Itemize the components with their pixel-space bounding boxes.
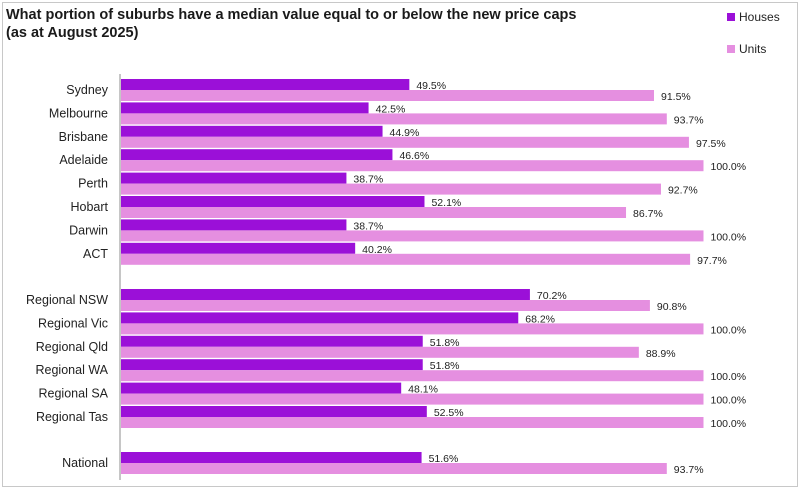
bar-units-regional-qld xyxy=(121,346,639,358)
data-label-houses-regional-sa: 48.1% xyxy=(408,384,438,396)
data-label-houses-national: 51.6% xyxy=(429,453,459,465)
data-label-units-darwin: 100.0% xyxy=(711,231,747,243)
bar-houses-regional-nsw xyxy=(121,289,530,300)
data-label-houses-regional-vic: 68.2% xyxy=(525,313,555,325)
bar-units-sydney xyxy=(121,90,654,101)
bar-houses-adelaide xyxy=(121,149,393,161)
category-label-adelaide: Adelaide xyxy=(59,153,108,167)
bar-houses-brisbane xyxy=(121,125,383,137)
data-label-units-act: 97.7% xyxy=(697,255,727,267)
legend-label-houses: Houses xyxy=(739,10,780,24)
category-label-sydney: Sydney xyxy=(66,83,108,97)
bar-units-regional-nsw xyxy=(121,300,650,311)
data-label-houses-sydney: 49.5% xyxy=(416,80,446,92)
data-label-units-melbourne: 93.7% xyxy=(674,114,704,126)
bar-houses-darwin xyxy=(121,219,347,231)
bar-houses-perth xyxy=(121,172,347,184)
data-label-houses-adelaide: 46.6% xyxy=(399,150,429,162)
data-label-units-regional-tas: 100.0% xyxy=(711,418,747,430)
bar-units-regional-wa xyxy=(121,370,704,382)
category-label-brisbane: Brisbane xyxy=(59,130,108,144)
legend-item-houses: Houses xyxy=(727,10,780,24)
data-label-houses-regional-qld: 51.8% xyxy=(430,337,460,349)
data-label-units-hobart: 86.7% xyxy=(633,208,663,220)
legend-swatch-houses xyxy=(727,13,735,21)
category-label-regional-tas: Regional Tas xyxy=(36,410,108,424)
data-label-houses-brisbane: 44.9% xyxy=(390,127,420,139)
bar-houses-melbourne xyxy=(121,102,369,114)
data-label-houses-regional-wa: 51.8% xyxy=(430,360,460,372)
legend-swatch-units xyxy=(727,45,735,53)
data-label-units-regional-sa: 100.0% xyxy=(711,395,747,407)
category-label-regional-sa: Regional SA xyxy=(39,387,109,401)
bar-houses-regional-vic xyxy=(121,312,519,324)
data-label-units-regional-vic: 100.0% xyxy=(711,324,747,336)
bar-units-national xyxy=(121,463,667,474)
chart-title: What portion of suburbs have a median va… xyxy=(6,6,646,42)
bar-units-adelaide xyxy=(121,160,704,172)
chart-title-line-2: (as at August 2025) xyxy=(6,25,139,41)
data-label-units-regional-wa: 100.0% xyxy=(711,371,747,383)
data-label-houses-regional-nsw: 70.2% xyxy=(537,290,567,302)
bar-units-regional-vic xyxy=(121,323,704,335)
data-label-units-regional-nsw: 90.8% xyxy=(657,301,687,313)
bar-houses-regional-tas xyxy=(121,406,427,417)
bar-units-regional-sa xyxy=(121,393,704,405)
data-label-houses-act: 40.2% xyxy=(362,244,392,256)
data-label-units-regional-qld: 88.9% xyxy=(646,348,676,360)
data-label-units-sydney: 91.5% xyxy=(661,91,691,103)
bar-units-act xyxy=(121,253,691,265)
chart-title-line-1: What portion of suburbs have a median va… xyxy=(6,7,577,23)
data-label-units-national: 93.7% xyxy=(674,464,704,476)
bar-houses-regional-sa xyxy=(121,382,402,394)
bar-units-hobart xyxy=(121,207,627,218)
data-label-houses-regional-tas: 52.5% xyxy=(434,407,464,419)
data-label-houses-perth: 38.7% xyxy=(353,174,383,186)
bar-units-brisbane xyxy=(121,136,689,148)
category-label-national: National xyxy=(62,456,108,470)
bar-houses-act xyxy=(121,242,356,254)
legend-item-units: Units xyxy=(727,42,766,56)
category-label-hobart: Hobart xyxy=(70,200,108,214)
data-label-houses-melbourne: 42.5% xyxy=(376,103,406,115)
bar-houses-regional-wa xyxy=(121,359,423,371)
data-label-units-brisbane: 97.5% xyxy=(696,138,726,150)
category-label-regional-qld: Regional Qld xyxy=(36,340,108,354)
data-label-houses-darwin: 38.7% xyxy=(353,220,383,232)
bar-units-regional-tas xyxy=(121,417,704,428)
bar-houses-national xyxy=(121,452,422,463)
category-label-darwin: Darwin xyxy=(69,223,108,237)
category-label-perth: Perth xyxy=(78,177,108,191)
bar-houses-regional-qld xyxy=(121,335,423,347)
data-label-units-adelaide: 100.0% xyxy=(711,161,747,173)
data-label-units-perth: 92.7% xyxy=(668,185,698,197)
bar-houses-sydney xyxy=(121,79,410,90)
bar-houses-hobart xyxy=(121,196,425,207)
category-label-regional-wa: Regional WA xyxy=(36,363,109,377)
category-label-regional-vic: Regional Vic xyxy=(38,316,108,330)
bar-units-melbourne xyxy=(121,113,667,125)
bar-units-darwin xyxy=(121,230,704,242)
bar-units-perth xyxy=(121,183,661,195)
category-label-act: ACT xyxy=(83,247,108,261)
category-label-melbourne: Melbourne xyxy=(49,106,108,120)
legend-label-units: Units xyxy=(739,42,767,56)
data-label-houses-hobart: 52.1% xyxy=(431,197,461,209)
category-label-regional-nsw: Regional NSW xyxy=(26,293,108,307)
